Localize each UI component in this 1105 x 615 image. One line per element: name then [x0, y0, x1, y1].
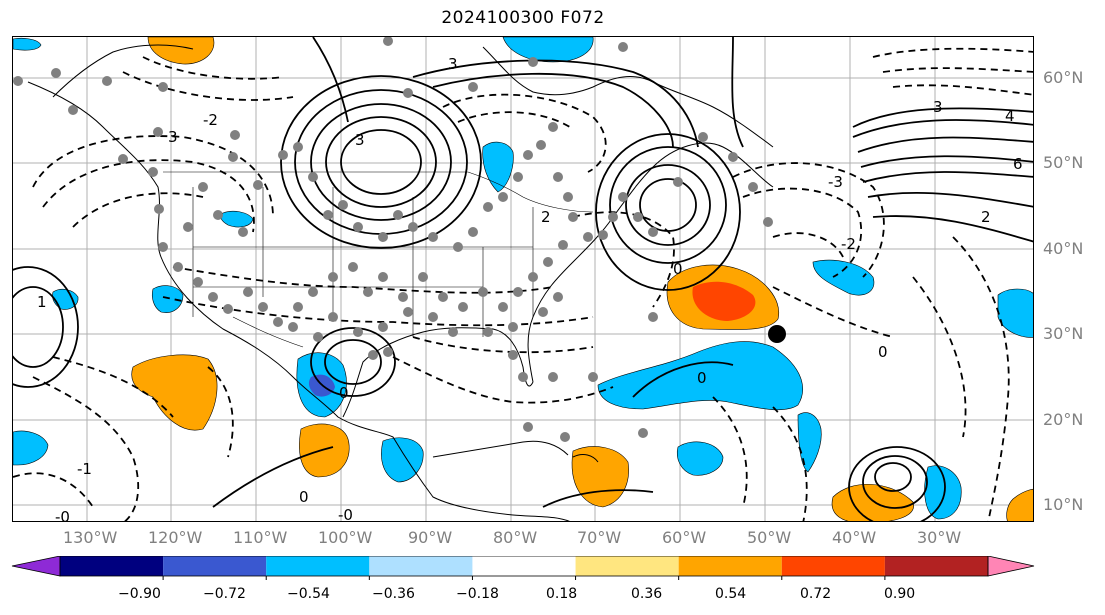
- colorbar: [11, 556, 1035, 580]
- positive-anomaly-region: [147, 37, 215, 65]
- colorbar-swatch: [678, 556, 782, 576]
- colorbar-tick-label: −0.90: [118, 586, 161, 602]
- lon-label-30w: 30°W: [917, 528, 962, 547]
- lat-label-10n: 10°N: [1043, 495, 1084, 514]
- lat-label-30n: 30°N: [1043, 324, 1084, 343]
- positive-anomaly-region: [299, 423, 350, 478]
- negative-anomaly-region: [676, 441, 724, 476]
- colorbar-swatch: [781, 556, 885, 576]
- positive-anomaly-core: [692, 281, 756, 321]
- lon-label-100w: 100°W: [318, 528, 373, 547]
- positive-anomaly-region: [571, 446, 629, 508]
- colorbar-swatch: [369, 556, 473, 576]
- lon-label-40w: 40°W: [832, 528, 877, 547]
- svg-text:4: 4: [1005, 107, 1015, 125]
- chart-title: 2024100300 F072: [441, 8, 605, 28]
- svg-text:3: 3: [933, 98, 943, 116]
- svg-text:0: 0: [339, 384, 349, 402]
- contours-solid: [13, 37, 1033, 521]
- svg-text:0: 0: [299, 488, 309, 506]
- negative-anomaly-region: [482, 141, 514, 193]
- colorbar-swatch: [884, 556, 988, 576]
- svg-text:6: 6: [1013, 155, 1023, 173]
- political-borders: [163, 171, 594, 348]
- colorbar-tick-label: 0.36: [631, 586, 663, 602]
- lat-label-50n: 50°N: [1043, 153, 1084, 172]
- lon-label-90w: 90°W: [408, 528, 453, 547]
- svg-text:-2: -2: [203, 111, 218, 129]
- negative-anomaly-region: [812, 259, 875, 296]
- lon-label-70w: 70°W: [577, 528, 622, 547]
- negative-anomaly-region: [381, 437, 424, 483]
- colorbar-tick-label: −0.18: [456, 586, 499, 602]
- svg-text:2: 2: [541, 208, 551, 226]
- map-panel: -0 0 0 0 0 -0 3 3 3 3 4 6 2 -2 -3 1 -1 -…: [12, 36, 1034, 522]
- positive-anomaly-region: [1006, 488, 1033, 521]
- colorbar-swatch: [575, 556, 679, 576]
- colorbar-swatch: [60, 556, 164, 576]
- colorbar-tick-label: 0.18: [546, 586, 578, 602]
- colorbar-swatch: [266, 556, 370, 576]
- svg-text:-0: -0: [338, 506, 353, 522]
- colorbar-tick-label: −0.54: [287, 586, 330, 602]
- colorbar-tick-label: −0.36: [372, 586, 415, 602]
- lon-label-120w: 120°W: [148, 528, 203, 547]
- positive-anomaly-region: [831, 484, 914, 521]
- svg-text:3: 3: [355, 131, 365, 149]
- negative-anomaly-region: [924, 465, 962, 520]
- negative-anomaly-region: [997, 288, 1033, 338]
- colorbar-tick-label: 0.54: [715, 586, 747, 602]
- lon-label-130w: 130°W: [63, 528, 118, 547]
- colorbar-outline: [59, 556, 989, 577]
- negative-anomaly-region: [502, 37, 594, 63]
- contours-dashed: [13, 47, 1033, 521]
- lon-label-50w: 50°W: [747, 528, 792, 547]
- colorbar-tick-label: 0.72: [800, 586, 832, 602]
- lat-label-40n: 40°N: [1043, 239, 1084, 258]
- svg-text:3: 3: [168, 128, 178, 146]
- svg-text:-1: -1: [77, 460, 92, 478]
- svg-text:2: 2: [981, 208, 991, 226]
- lat-label-20n: 20°N: [1043, 410, 1084, 429]
- lon-label-110w: 110°W: [233, 528, 288, 547]
- lon-label-60w: 60°W: [662, 528, 707, 547]
- svg-text:0: 0: [673, 260, 683, 278]
- colorbar-tick-label: 0.90: [884, 586, 916, 602]
- negative-anomaly-region: [220, 210, 254, 228]
- negative-anomaly-region: [13, 430, 49, 466]
- negative-anomaly-region: [797, 412, 822, 473]
- colorbar-tick-label: −0.72: [203, 586, 246, 602]
- svg-text:-3: -3: [828, 173, 843, 191]
- svg-text:0: 0: [878, 343, 888, 361]
- svg-text:-2: -2: [841, 235, 856, 253]
- contour-labels: -0 0 0 0 0 -0 3 3 3 3 4 6 2 -2 -3 1 -1 -…: [37, 55, 1023, 522]
- svg-text:3: 3: [448, 55, 458, 73]
- colorbar-extension-high: [987, 556, 1035, 577]
- colorbar-swatch: [163, 556, 267, 576]
- negative-anomaly-region: [151, 285, 184, 313]
- colorbar-extension-low: [11, 556, 61, 577]
- observation-markers: [13, 37, 773, 442]
- svg-text:-0: -0: [55, 508, 70, 522]
- negative-anomaly-region: [597, 341, 803, 411]
- svg-text:1: 1: [37, 293, 47, 311]
- negative-anomaly-region: [13, 37, 42, 51]
- lat-label-60n: 60°N: [1043, 68, 1084, 87]
- map-canvas: -0 0 0 0 0 -0 3 3 3 3 4 6 2 -2 -3 1 -1 -…: [13, 37, 1033, 522]
- lon-label-80w: 80°W: [493, 528, 538, 547]
- storm-center-marker: [768, 325, 786, 343]
- colorbar-swatch: [472, 556, 576, 576]
- svg-text:0: 0: [697, 369, 707, 387]
- colorbar-swatches: [11, 556, 1035, 577]
